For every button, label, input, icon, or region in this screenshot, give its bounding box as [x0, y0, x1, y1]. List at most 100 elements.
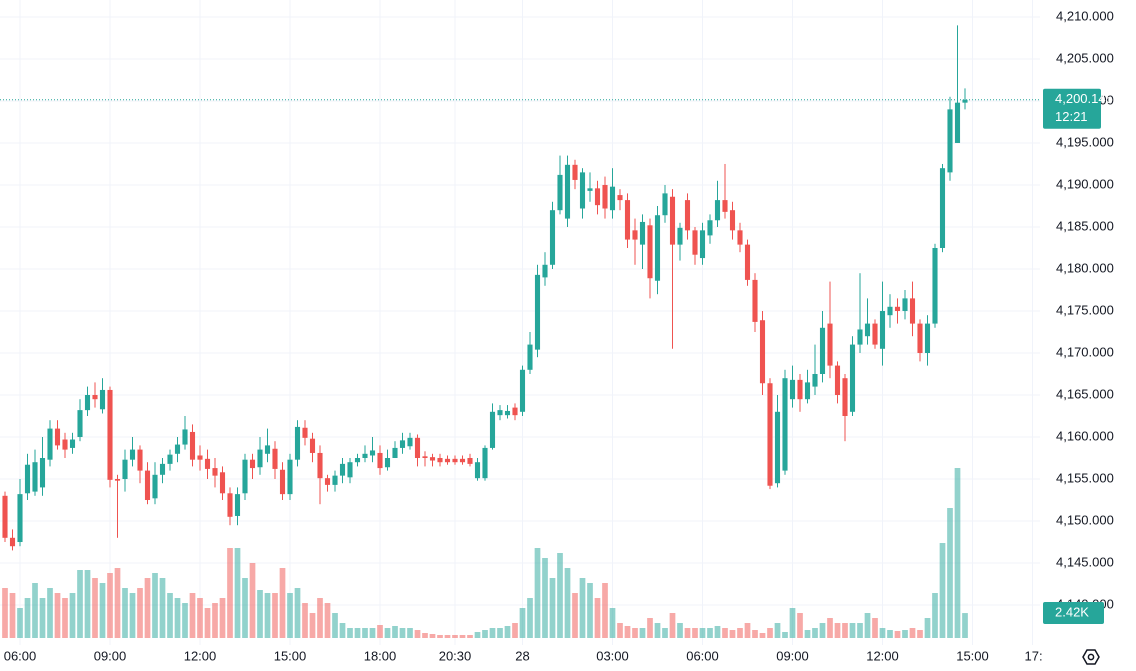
candle-body: [302, 427, 308, 438]
candle-body: [227, 493, 233, 517]
volume-bar: [197, 598, 203, 638]
volume-bar: [219, 598, 226, 638]
volume-bar: [69, 593, 76, 638]
volume-bar: [39, 598, 46, 638]
volume-bar: [182, 603, 188, 638]
x-tick-label: 09:00: [94, 648, 127, 663]
candle-body: [107, 389, 113, 480]
candle-body: [744, 244, 751, 280]
candle-body: [587, 188, 593, 191]
volume-bar: [107, 573, 113, 638]
volume-bar: [512, 623, 518, 638]
candle-body: [924, 323, 931, 353]
candle-body: [579, 172, 586, 209]
volume-bar: [212, 603, 218, 638]
y-tick-label: 4,195.000: [1056, 134, 1114, 149]
volume-bar: [782, 632, 788, 638]
candle-body: [542, 264, 548, 278]
volume-bar: [962, 613, 968, 638]
candle-body: [887, 306, 893, 316]
candle-body: [444, 458, 451, 463]
x-tick-label: 28: [515, 648, 529, 663]
candle-body: [572, 164, 578, 180]
volume-bar: [24, 598, 31, 638]
candle-body: [309, 438, 316, 453]
candle-body: [624, 200, 631, 240]
candle-body: [399, 440, 406, 448]
candle-body: [122, 459, 128, 480]
volume-bar: [92, 578, 98, 638]
candle-body: [332, 475, 338, 485]
volume-bar: [9, 593, 16, 638]
volume-bar: [377, 625, 383, 638]
candle-body: [474, 462, 481, 479]
candle-body: [512, 407, 518, 416]
volume-bar: [797, 613, 803, 638]
volume-bar: [572, 593, 578, 638]
candle-body: [639, 221, 646, 245]
candle-body: [354, 458, 361, 463]
candle-body: [459, 458, 466, 463]
candle-body: [947, 109, 953, 173]
candle-body: [677, 227, 683, 245]
candle-body: [714, 200, 721, 221]
volume-bar: [167, 593, 173, 638]
volume-bar: [857, 623, 863, 638]
volume-bar: [909, 628, 916, 638]
candle-body: [452, 458, 458, 463]
x-tick-label: 12:00: [866, 648, 899, 663]
volume-bar: [767, 628, 773, 638]
volume-bar: [489, 628, 496, 638]
candle-body: [144, 470, 151, 501]
candle-body: [159, 463, 166, 475]
volume-bar: [759, 633, 766, 638]
volume-badge: [1043, 602, 1104, 625]
candle-body: [467, 458, 473, 464]
volume-bar: [872, 618, 878, 638]
candle-body: [939, 168, 946, 248]
volume-bar: [384, 628, 391, 638]
candle-body: [767, 383, 773, 486]
candle-body: [617, 195, 623, 201]
volume-bar: [287, 593, 293, 638]
volume-bar: [32, 583, 38, 638]
volume-bar: [729, 630, 736, 638]
candle-body: [797, 379, 803, 400]
candle-body: [242, 459, 248, 494]
volume-bar: [242, 578, 248, 638]
candle-body: [39, 458, 46, 488]
volume-bar: [2, 588, 8, 638]
candle-body: [752, 279, 758, 322]
volume-bar: [294, 588, 301, 638]
candle-body: [489, 411, 496, 448]
candle-body: [197, 455, 203, 460]
candle-body: [729, 210, 736, 231]
settings-icon[interactable]: [1082, 649, 1100, 665]
volume-bar: [47, 588, 53, 638]
volume-pane: [2, 468, 968, 638]
candle-body: [24, 464, 31, 494]
candle-body: [437, 458, 443, 463]
candle-body: [369, 450, 376, 456]
candle-body: [114, 479, 121, 481]
volume-bar: [324, 603, 331, 638]
candle-body: [804, 382, 811, 400]
candle-body: [662, 193, 668, 216]
candle-body: [287, 459, 293, 495]
candle-body: [2, 495, 8, 538]
volume-bar: [399, 628, 406, 638]
x-tick-label: 12:00: [184, 648, 217, 663]
candle-body: [549, 210, 556, 265]
x-tick-label: 03:00: [596, 648, 629, 663]
volume-bar: [879, 628, 886, 638]
settings-hexagon: [1082, 649, 1100, 665]
grid: [0, 0, 1040, 645]
candle-body: [294, 426, 301, 460]
candle-body: [827, 323, 833, 366]
volume-bar: [339, 623, 346, 638]
candle-body: [692, 230, 698, 255]
volume-bar: [159, 578, 166, 638]
candle-body: [339, 463, 346, 476]
candle-body: [257, 449, 263, 468]
